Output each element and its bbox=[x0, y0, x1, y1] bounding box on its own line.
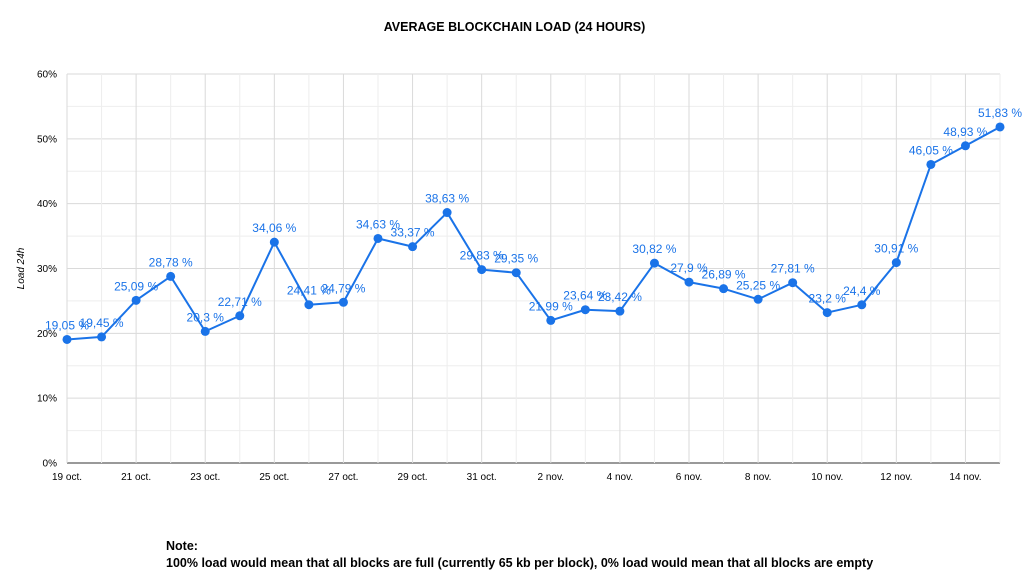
data-point bbox=[62, 334, 72, 344]
data-point bbox=[304, 300, 314, 310]
data-label: 24,4 % bbox=[843, 284, 881, 298]
x-tick-label: 23 oct. bbox=[190, 472, 220, 483]
x-tick-label: 21 oct. bbox=[121, 472, 151, 483]
data-point bbox=[960, 141, 970, 151]
x-tick-label: 29 oct. bbox=[398, 472, 428, 483]
data-label: 25,25 % bbox=[736, 278, 780, 292]
data-label: 28,78 % bbox=[149, 255, 193, 269]
data-point bbox=[200, 326, 210, 336]
data-label: 30,91 % bbox=[874, 242, 918, 256]
y-tick-label: 40% bbox=[37, 199, 57, 210]
data-point bbox=[822, 308, 832, 318]
x-tick-label: 27 oct. bbox=[328, 472, 358, 483]
data-label: 24,41 % bbox=[287, 284, 331, 298]
note: Note: 100% load would mean that all bloc… bbox=[166, 538, 873, 572]
data-point bbox=[857, 300, 867, 310]
data-label: 25,09 % bbox=[114, 279, 158, 293]
note-heading: Note: bbox=[166, 539, 198, 553]
data-point bbox=[719, 284, 729, 294]
x-tick-label: 2 nov. bbox=[538, 472, 565, 483]
data-label: 30,82 % bbox=[632, 242, 676, 256]
data-point bbox=[442, 208, 452, 218]
data-label: 29,83 % bbox=[460, 249, 504, 263]
data-point bbox=[408, 242, 418, 252]
data-point bbox=[891, 258, 901, 268]
data-point bbox=[338, 297, 348, 307]
data-label: 34,06 % bbox=[252, 221, 296, 235]
data-label: 29,35 % bbox=[494, 252, 538, 266]
data-point bbox=[546, 315, 556, 325]
data-label: 27,81 % bbox=[771, 262, 815, 276]
data-point bbox=[269, 237, 279, 247]
x-tick-label: 31 oct. bbox=[467, 472, 497, 483]
data-label: 27,9 % bbox=[670, 261, 708, 275]
x-tick-label: 6 nov. bbox=[676, 472, 703, 483]
x-tick-label: 25 oct. bbox=[259, 472, 289, 483]
data-point bbox=[511, 268, 521, 278]
data-labels: 19,05 %19,45 % 25,09 % 28,78 % 20,3 %22,71 … bbox=[45, 106, 1022, 333]
x-tick-label: 4 nov. bbox=[607, 472, 634, 483]
data-point bbox=[580, 305, 590, 315]
x-tick-label: 8 nov. bbox=[745, 472, 772, 483]
data-label: 46,05 % bbox=[909, 143, 953, 157]
data-label: 38,63 % bbox=[425, 192, 469, 206]
data-label: 23,2 % bbox=[809, 292, 847, 306]
data-label: 19,05 % bbox=[45, 318, 89, 332]
y-tick-label: 20% bbox=[37, 329, 57, 340]
data-point bbox=[166, 271, 176, 281]
data-point bbox=[131, 295, 141, 305]
x-axis-ticks: 19 oct. 21 oct. 23 oct. 25 oct. 27 oct. 29 oc… bbox=[52, 472, 981, 483]
data-point bbox=[684, 277, 694, 287]
grid bbox=[66, 73, 1001, 464]
data-label: 23,42 % bbox=[598, 290, 642, 304]
data-label: 48,93 % bbox=[943, 125, 987, 139]
series-polyline bbox=[66, 126, 1001, 341]
data-point bbox=[235, 311, 245, 321]
data-label: 20,3 % bbox=[187, 310, 225, 324]
note-text: 100% load would mean that all blocks are… bbox=[166, 556, 874, 570]
y-tick-label: 50% bbox=[37, 134, 57, 145]
data-label: 24,79 % bbox=[321, 281, 365, 295]
data-point bbox=[995, 122, 1005, 132]
y-axis-label: Load 24h bbox=[16, 247, 27, 289]
data-point bbox=[615, 306, 625, 316]
data-label: 19,45 % bbox=[80, 316, 124, 330]
data-label: 23,64 % bbox=[563, 289, 607, 303]
data-label: 26,89 % bbox=[702, 268, 746, 282]
x-tick-label: 12 nov. bbox=[880, 472, 912, 483]
x-tick-label: 10 nov. bbox=[811, 472, 843, 483]
data-point bbox=[373, 233, 383, 243]
data-point bbox=[477, 265, 487, 275]
chart-title: AVERAGE BLOCKCHAIN LOAD (24 HOURS) bbox=[383, 20, 646, 34]
data-label: 51,83 % bbox=[978, 106, 1022, 120]
y-tick-label: 0% bbox=[43, 459, 58, 470]
y-tick-label: 60% bbox=[37, 70, 57, 81]
data-label: 21,99 % bbox=[529, 299, 573, 313]
y-tick-label: 30% bbox=[37, 264, 57, 275]
data-label: 33,37 % bbox=[391, 226, 435, 240]
x-tick-label: 14 nov. bbox=[949, 472, 981, 483]
series-line bbox=[66, 126, 1001, 341]
data-point bbox=[788, 278, 798, 288]
y-axis-ticks: 0% 10% 20% 30% 40% 50% 60% bbox=[37, 70, 57, 470]
data-points bbox=[62, 122, 1005, 344]
data-point bbox=[97, 332, 107, 342]
x-tick-label: 19 oct. bbox=[52, 472, 82, 483]
data-label: 22,71 % bbox=[218, 295, 262, 309]
data-point bbox=[753, 294, 763, 304]
data-label: 34,63 % bbox=[356, 217, 400, 231]
y-tick-label: 10% bbox=[37, 394, 57, 405]
data-point bbox=[649, 258, 659, 268]
data-point bbox=[926, 159, 936, 169]
